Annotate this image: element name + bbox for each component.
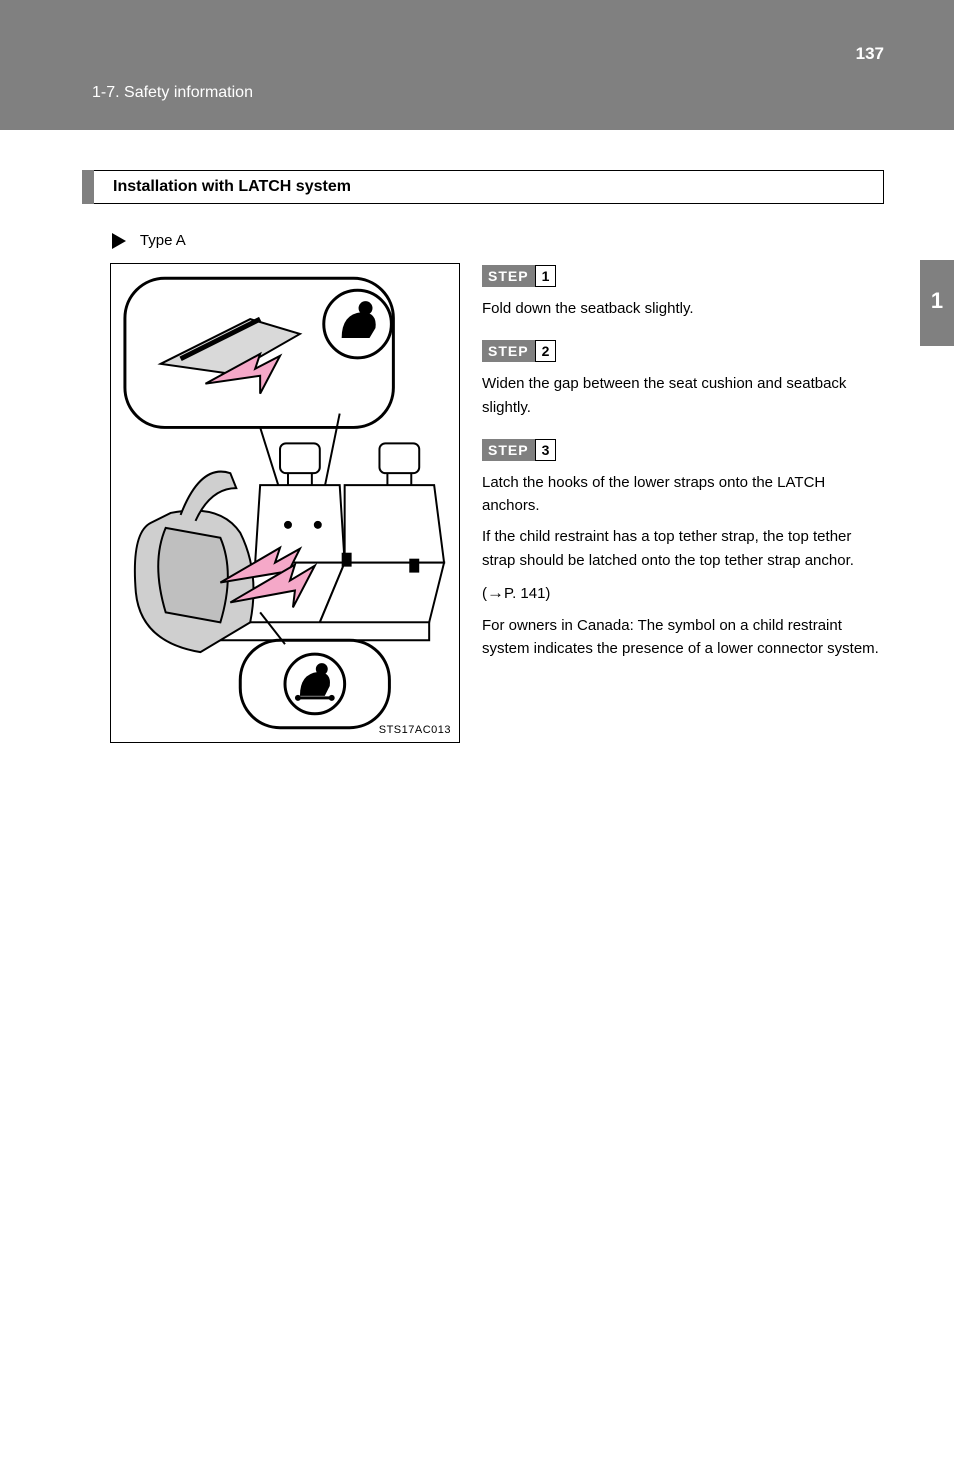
step-1: STEP 1 Fold down the seatback slightly. [482, 265, 884, 320]
step-3-text: Latch the hooks of the lower straps onto… [482, 471, 884, 518]
chapter-tab: 1 [920, 260, 954, 346]
step-3-pageref: (→P. 141) [482, 580, 884, 606]
sub-heading: Type A [112, 232, 884, 249]
step-1-text: Fold down the seatback slightly. [482, 297, 884, 320]
step-3: STEP 3 Latch the hooks of the lower stra… [482, 439, 884, 661]
sub-heading-text: Type A [140, 232, 186, 249]
step-3-note-pre: If the child restraint has a top tether … [482, 528, 854, 568]
arrow-icon: → [487, 583, 504, 602]
step-2: STEP 2 Widen the gap between the seat cu… [482, 340, 884, 419]
step-label: STEP [482, 439, 535, 461]
figure-text-row: STS17AC013 STEP 1 Fold down the seatback… [110, 263, 884, 743]
step-3-note: If the child restraint has a top tether … [482, 525, 884, 572]
page-ref-text: P. 141) [504, 585, 550, 602]
triangle-icon [112, 233, 126, 249]
figure-box: STS17AC013 [110, 263, 460, 743]
header-bar: 137 1-7. Safety information [0, 0, 954, 130]
section-heading: Installation with LATCH system [82, 170, 884, 204]
step-3-note2: For owners in Canada: The symbol on a ch… [482, 614, 884, 661]
chapter-number: 1 [931, 288, 943, 314]
page-number: 137 [856, 44, 884, 64]
step-tag-3: STEP 3 [482, 439, 556, 461]
step-number-1: 1 [535, 265, 557, 287]
breadcrumb: 1-7. Safety information [92, 84, 253, 102]
step-label: STEP [482, 340, 535, 362]
section-heading-text: Installation with LATCH system [113, 178, 351, 195]
step-number-2: 2 [535, 340, 557, 362]
seat-illustration [111, 264, 459, 742]
step-tag-1: STEP 1 [482, 265, 556, 287]
page-content: Installation with LATCH system Type A [0, 130, 954, 743]
step-label: STEP [482, 265, 535, 287]
illustration-id: STS17AC013 [379, 724, 451, 736]
step-2-text: Widen the gap between the seat cushion a… [482, 372, 884, 419]
figure-column: STS17AC013 [110, 263, 460, 743]
step-tag-2: STEP 2 [482, 340, 556, 362]
step-number-3: 3 [535, 439, 557, 461]
steps-column: STEP 1 Fold down the seatback slightly. … [482, 263, 884, 743]
